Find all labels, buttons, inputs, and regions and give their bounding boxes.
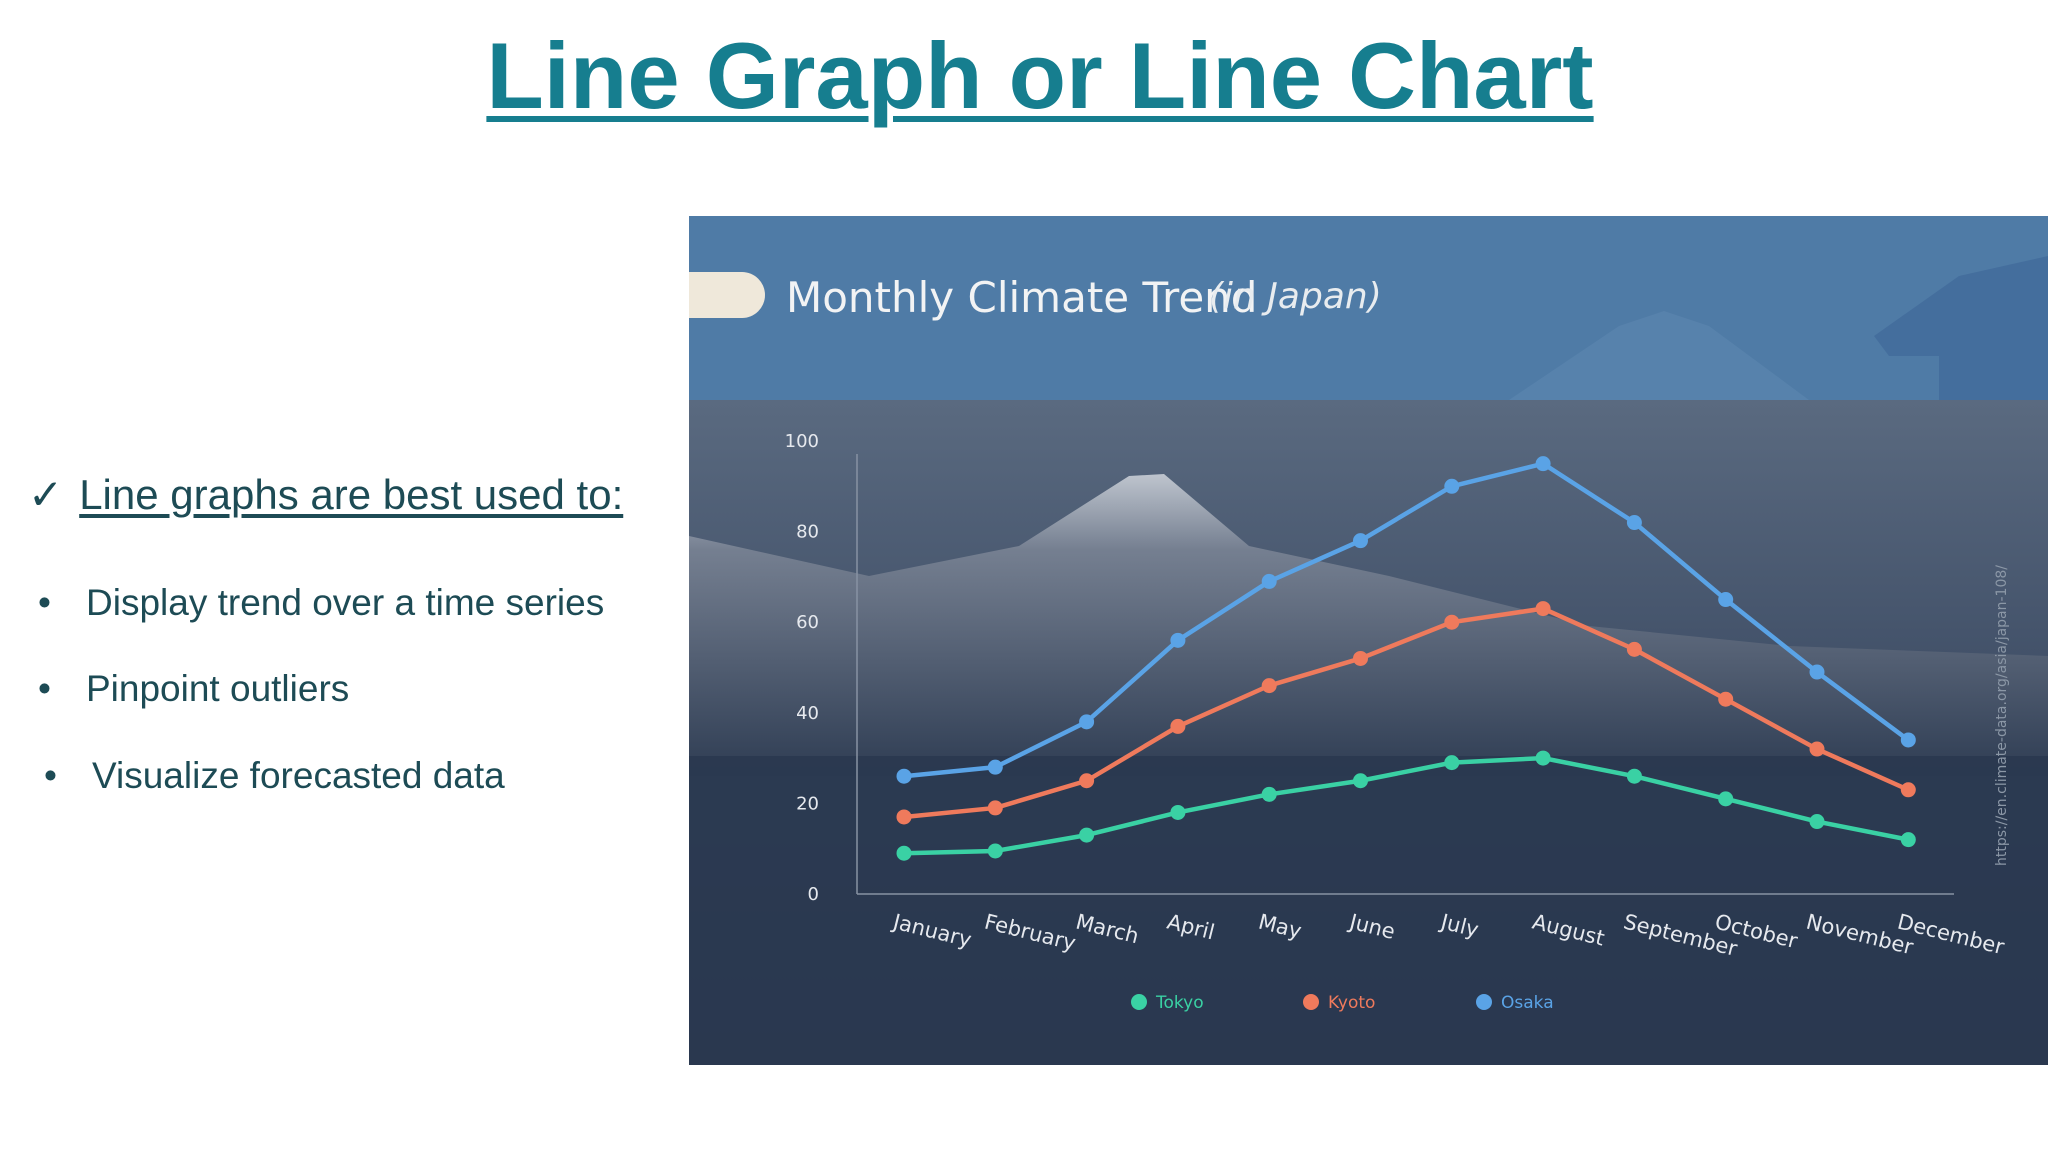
data-point-tokyo [1170,804,1186,820]
bullet-item: • Visualize forecasted data [44,755,505,797]
data-point-kyoto [896,809,912,825]
data-point-osaka [1809,664,1825,680]
data-point-kyoto [1900,782,1916,798]
bullet-text: Pinpoint outliers [86,668,350,709]
series-line-osaka [901,461,1911,779]
data-point-kyoto [1718,691,1734,707]
data-point-kyoto [987,800,1003,816]
title-pill [689,272,765,318]
series-line-kyoto [901,606,1911,820]
source-url: https://en.climate-data.org/asia/japan-1… [1994,565,2010,866]
y-tick-label: 100 [785,431,819,452]
intro-heading: ✓ Line graphs are best used to: [28,470,623,519]
pagoda-watermark [1874,256,2048,400]
bullet-text: Display trend over a time series [86,582,605,623]
legend-label-tokyo: Tokyo [1155,993,1204,1013]
data-point-tokyo [1353,773,1368,789]
series-line-tokyo [901,755,1911,856]
chart-subtitle: (in Japan) [1209,276,1382,317]
bullet-icon: • [44,755,57,796]
chart-header [689,216,2048,400]
lake-shape [689,756,2048,1065]
data-point-osaka [1900,732,1916,748]
data-point-osaka [1261,573,1277,589]
bullet-text: Visualize forecasted data [92,755,505,796]
data-point-osaka [1626,515,1642,531]
data-point-tokyo [1535,750,1551,766]
bullet-item: • Pinpoint outliers [38,668,349,710]
checkmark-icon: ✓ [28,471,64,518]
y-tick-label: 0 [808,884,819,905]
chart-title: Monthly Climate Trend [786,273,1257,322]
data-point-tokyo [1718,791,1734,807]
legend-marker-kyoto [1303,994,1319,1010]
data-point-kyoto [1079,773,1095,789]
mountain-watermark [1509,311,1809,400]
data-point-kyoto [1626,641,1642,657]
data-point-tokyo [1626,768,1642,784]
legend-marker-osaka [1476,994,1492,1010]
intro-text: Line graphs are best used to: [79,471,624,518]
y-tick-label: 80 [796,522,819,543]
data-point-tokyo [896,845,912,861]
y-tick-label: 60 [796,612,819,633]
mountain-shape [689,474,2048,776]
y-tick-label: 20 [796,793,819,814]
data-point-osaka [1444,478,1460,494]
data-point-osaka [1718,592,1734,608]
data-point-osaka [1170,632,1186,648]
data-point-osaka [1535,456,1551,472]
data-point-tokyo [987,843,1003,859]
data-point-kyoto [1444,614,1460,630]
data-point-tokyo [1809,814,1825,830]
data-point-kyoto [1535,601,1551,617]
legend-label-osaka: Osaka [1501,993,1554,1013]
data-point-osaka [987,759,1003,775]
bullet-icon: • [38,582,51,623]
y-tick-label: 40 [796,703,819,724]
data-point-tokyo [1900,832,1916,848]
data-point-kyoto [1170,718,1186,734]
data-point-osaka [1353,533,1368,549]
bullet-icon: • [38,668,51,709]
data-point-kyoto [1353,650,1368,666]
line-chart: Monthly Climate Trend (in Japan) 0 20 40 60… [689,216,2048,1065]
data-point-tokyo [1079,827,1095,843]
data-point-kyoto [1809,741,1825,757]
data-point-osaka [896,768,912,784]
slide-title: Line Graph or Line Chart [486,23,1594,128]
data-point-tokyo [1261,786,1277,802]
chart-panel: Monthly Climate Trend (in Japan) 0 20 40 60… [689,216,2048,1065]
data-point-tokyo [1444,755,1460,771]
bullet-item: • Display trend over a time series [38,582,604,624]
legend-label-kyoto: Kyoto [1328,993,1375,1013]
legend-marker-tokyo [1131,994,1147,1010]
data-point-osaka [1079,714,1095,730]
data-point-kyoto [1261,678,1277,694]
